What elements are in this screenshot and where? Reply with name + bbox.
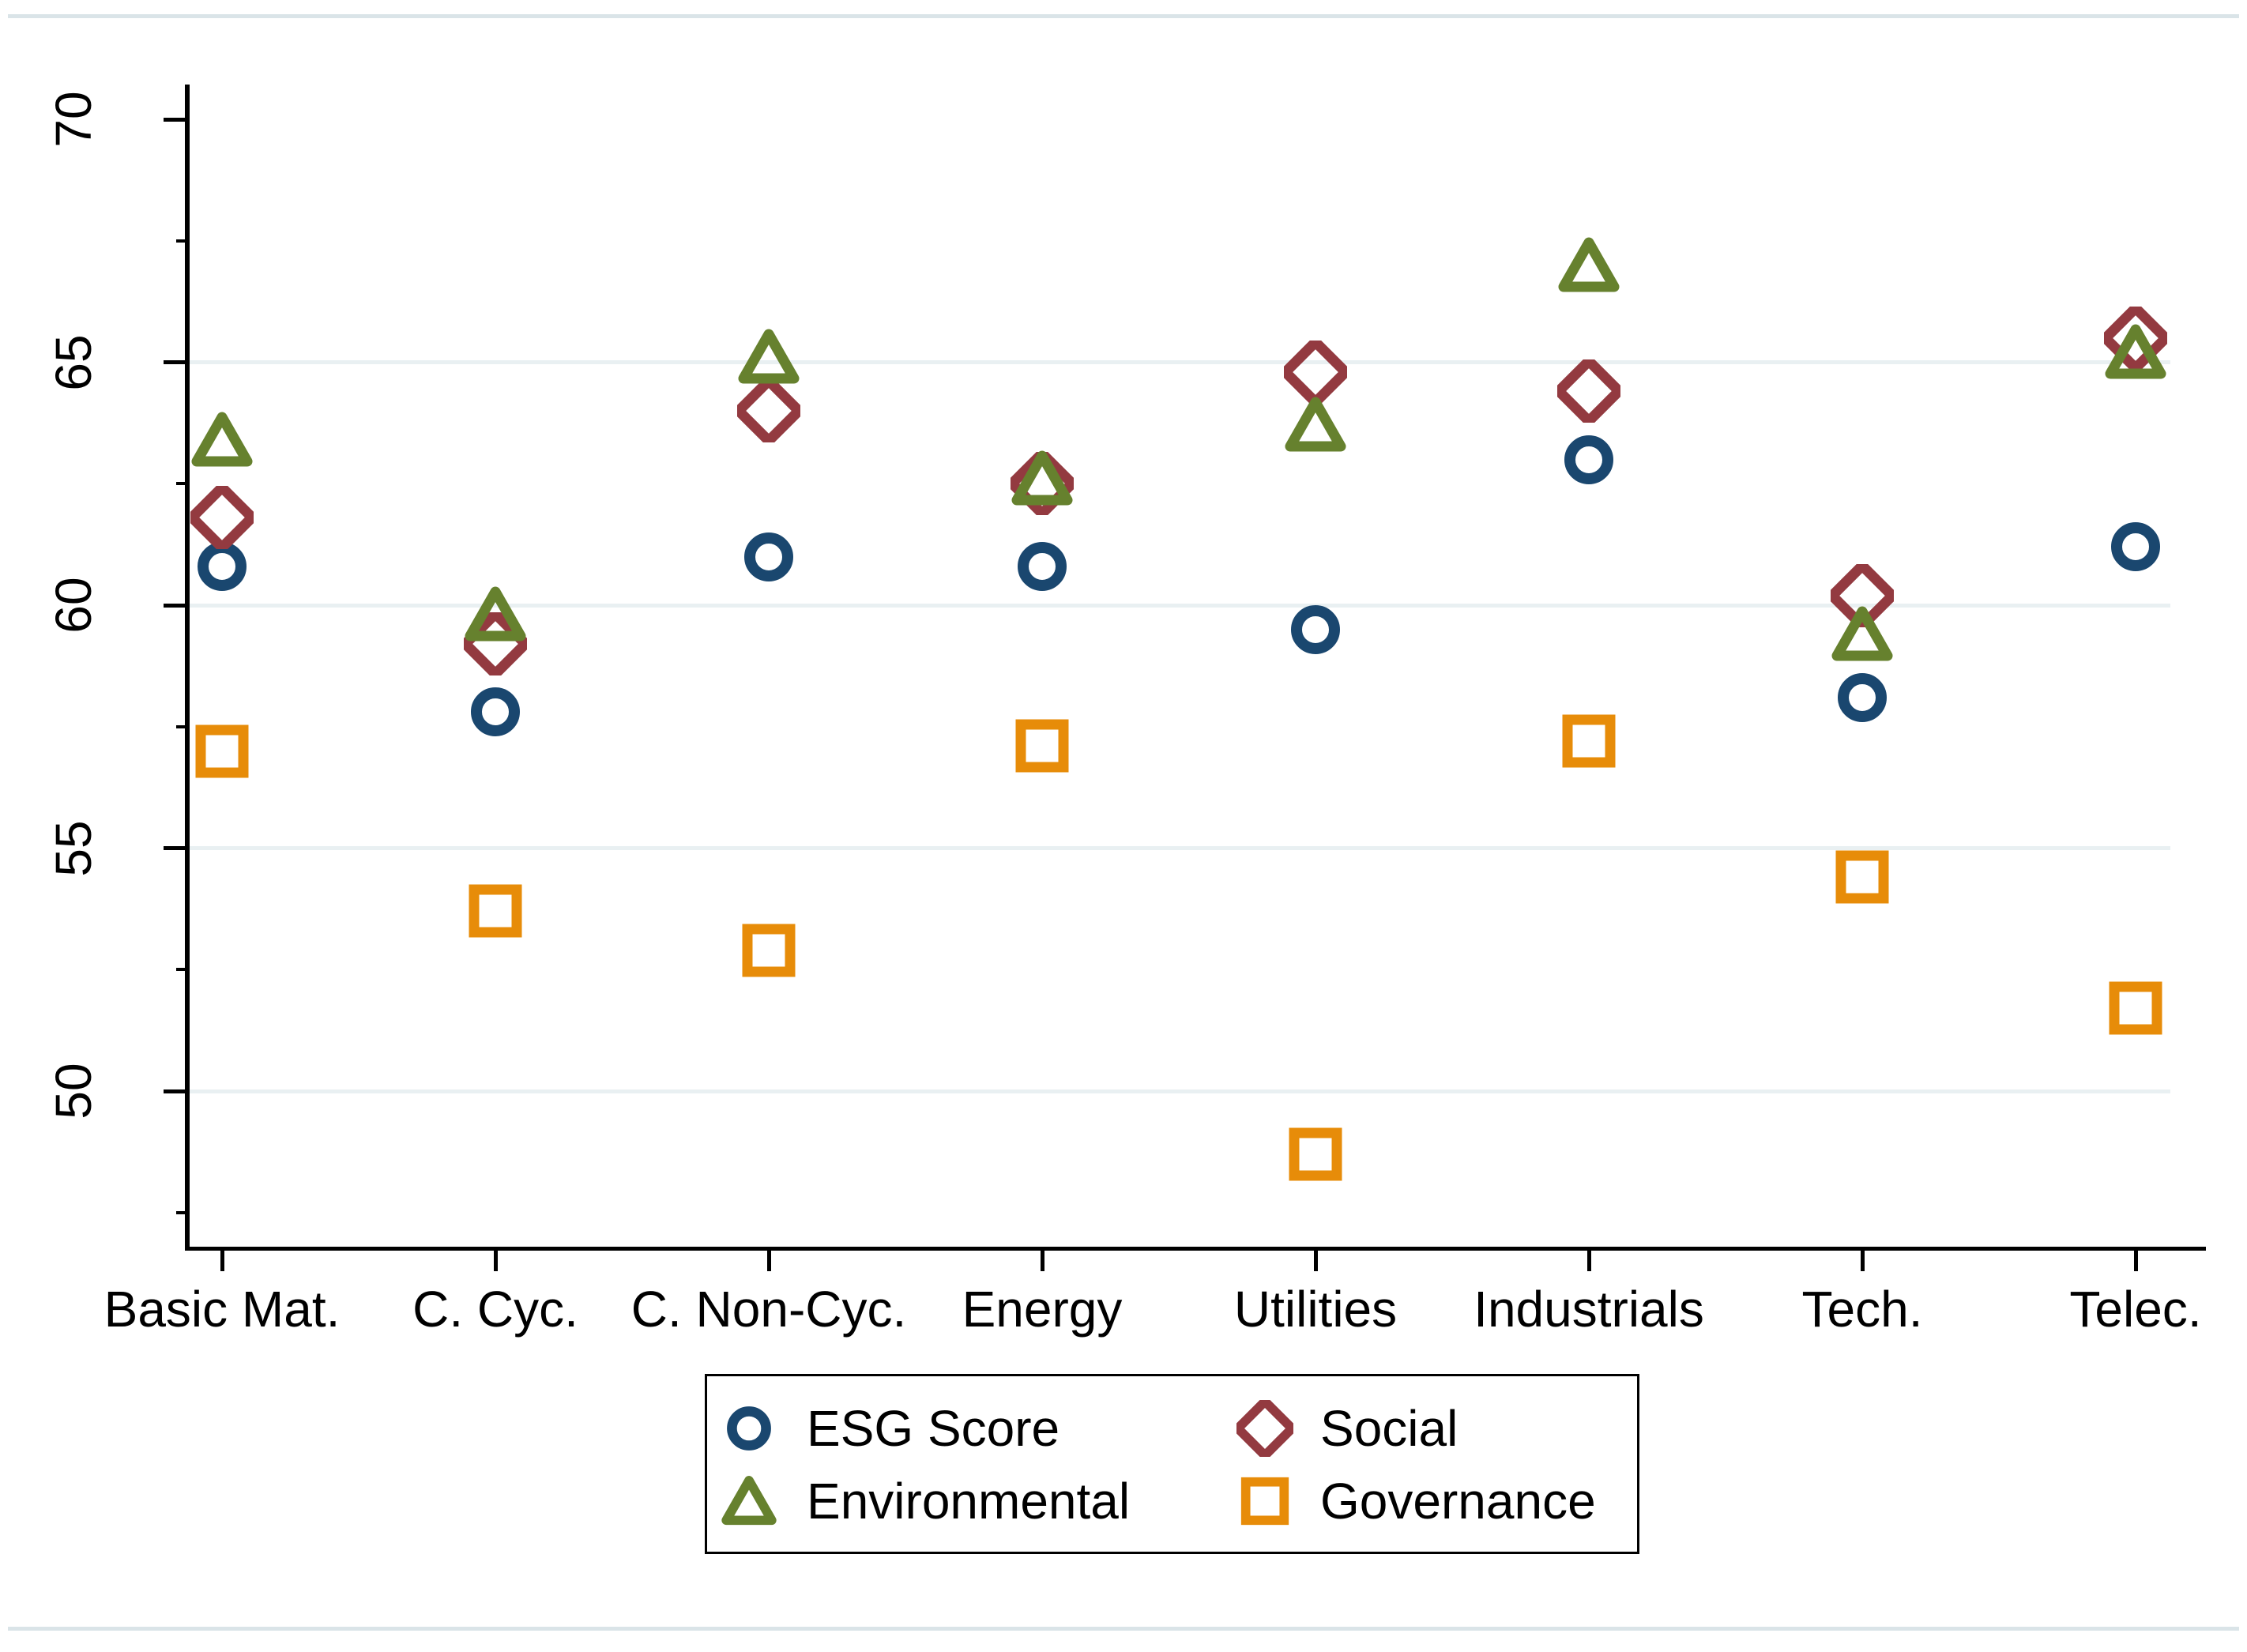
y-tick-label-50: 50 — [45, 1063, 102, 1120]
x-tick-label-2: C. Cyc. — [412, 1281, 578, 1338]
gridline-55 — [190, 846, 2170, 850]
y-major-tick-50 — [164, 1089, 187, 1093]
legend-diamond-icon — [1236, 1400, 1293, 1457]
marker-diamond-c-non-cyc — [737, 379, 800, 442]
marker-triangle-telec — [2105, 324, 2166, 379]
x-tick-4 — [1040, 1251, 1044, 1271]
marker-circle-energy — [1018, 541, 1067, 591]
x-tick-label-8: Telec. — [2069, 1281, 2202, 1338]
marker-triangle-utilities — [1285, 397, 1346, 452]
legend-label-social: Social — [1320, 1400, 1458, 1457]
marker-triangle-energy — [1011, 450, 1073, 506]
marker-square-tech — [1835, 850, 1889, 904]
gridline-60 — [190, 603, 2170, 608]
y-minor-tick-47.5 — [176, 1210, 187, 1214]
x-tick-1 — [220, 1251, 224, 1271]
y-major-tick-65 — [164, 360, 187, 364]
marker-square-c-non-cyc — [742, 924, 796, 977]
x-tick-label-5: Utilities — [1233, 1281, 1398, 1338]
y-minor-tick-57.5 — [176, 724, 187, 728]
y-major-tick-70 — [164, 117, 187, 122]
gridline-50 — [190, 1089, 2170, 1093]
marker-diamond-energy — [1011, 452, 1074, 516]
marker-diamond-basic-mat — [190, 486, 254, 550]
x-tick-6 — [1586, 1251, 1591, 1271]
top-frame-line — [8, 14, 2239, 18]
legend-circle-icon — [727, 1406, 771, 1451]
marker-square-energy — [1015, 719, 1069, 773]
marker-triangle-basic-mat — [191, 412, 253, 467]
marker-circle-utilities — [1291, 604, 1340, 654]
y-minor-tick-67.5 — [176, 239, 187, 243]
legend-square-icon — [1240, 1477, 1289, 1526]
marker-triangle-c-cyc — [465, 586, 526, 642]
x-tick-label-6: Industrials — [1474, 1281, 1704, 1338]
marker-square-c-cyc — [469, 884, 522, 938]
y-minor-tick-62.5 — [176, 482, 187, 486]
x-tick-5 — [1313, 1251, 1318, 1271]
marker-circle-telec — [2111, 522, 2160, 572]
marker-square-industrials — [1562, 714, 1616, 768]
x-tick-label-3: C. Non-Cyc. — [630, 1281, 907, 1338]
marker-circle-c-non-cyc — [744, 532, 793, 581]
marker-square-telec — [2109, 981, 2162, 1035]
x-tick-label-4: Energy — [962, 1281, 1123, 1338]
gridline-65 — [190, 360, 2170, 364]
y-tick-label-55: 55 — [45, 819, 102, 877]
x-axis-line — [185, 1247, 2206, 1251]
y-tick-label-70: 70 — [45, 91, 102, 148]
marker-triangle-c-non-cyc — [738, 329, 800, 384]
y-major-tick-55 — [164, 846, 187, 850]
marker-triangle-tech — [1831, 606, 1893, 661]
legend-triangle-icon — [721, 1476, 777, 1526]
marker-circle-industrials — [1564, 435, 1613, 484]
marker-circle-tech — [1838, 672, 1887, 722]
x-tick-8 — [2133, 1251, 2138, 1271]
x-tick-label-7: Tech. — [1801, 1281, 1923, 1338]
legend: ESG Score Social Environmental Governanc… — [705, 1374, 1639, 1554]
y-axis-line — [185, 85, 190, 1250]
marker-square-basic-mat — [195, 724, 249, 777]
y-tick-label-60: 60 — [45, 577, 102, 634]
bottom-frame-line — [8, 1627, 2239, 1631]
marker-triangle-industrials — [1558, 237, 1620, 292]
legend-label-environmental: Environmental — [807, 1473, 1131, 1530]
x-tick-label-1: Basic Mat. — [104, 1281, 341, 1338]
x-tick-7 — [1860, 1251, 1865, 1271]
y-minor-tick-52.5 — [176, 968, 187, 972]
legend-label-governance: Governance — [1320, 1473, 1596, 1530]
marker-diamond-industrials — [1557, 359, 1620, 423]
x-tick-2 — [493, 1251, 498, 1271]
marker-square-utilities — [1289, 1127, 1342, 1181]
x-tick-3 — [766, 1251, 771, 1271]
y-tick-label-65: 65 — [45, 333, 102, 391]
marker-diamond-tech — [1831, 563, 1894, 627]
y-major-tick-60 — [164, 603, 187, 608]
marker-circle-c-cyc — [471, 687, 520, 737]
legend-label-esg-score: ESG Score — [807, 1400, 1060, 1457]
marker-diamond-telec — [2104, 306, 2167, 370]
